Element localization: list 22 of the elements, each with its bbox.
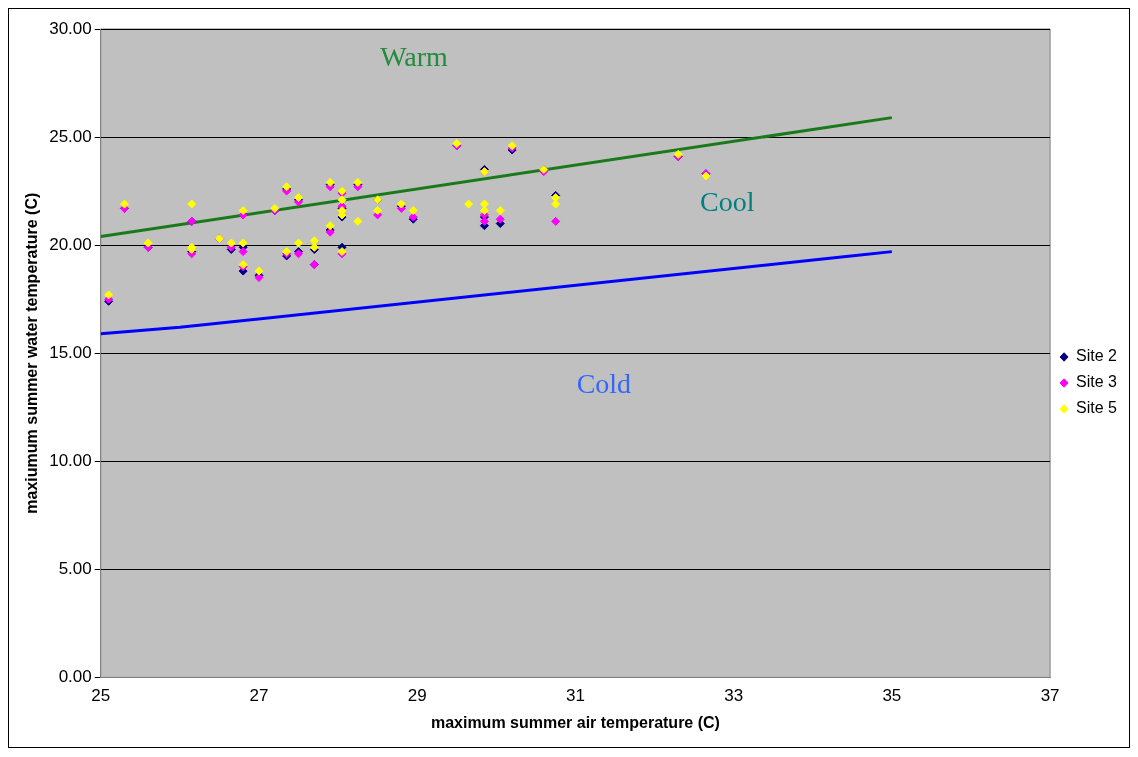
y-tick-label: 0.00 [58,667,92,687]
x-tick-label: 35 [882,686,902,706]
y-tick-label: 10.00 [49,450,92,470]
y-tick-label: 15.00 [49,342,92,362]
annotation: Cool [700,186,755,218]
legend-label: Site 3 [1076,373,1118,391]
legend-label: Site 2 [1076,347,1118,365]
x-tick-label: 33 [724,686,744,706]
y-axis-title: maxiumum summer water temperature (C) [23,192,41,514]
y-tick-label: 25.00 [49,126,92,146]
x-tick-label: 31 [565,686,585,706]
x-tick-label: 25 [91,686,111,706]
y-tick-label: 30.00 [49,18,92,38]
y-tick-label: 20.00 [49,234,92,254]
y-tick-label: 5.00 [58,559,92,579]
x-tick-label: 27 [249,686,269,706]
x-tick-label: 29 [407,686,427,706]
x-tick-label: 37 [1040,686,1060,706]
annotation: Cold [576,367,632,399]
legend-label: Site 5 [1076,399,1118,417]
x-axis-title: maximum summer air temperature (C) [430,713,720,731]
annotation: Warm [380,40,449,72]
